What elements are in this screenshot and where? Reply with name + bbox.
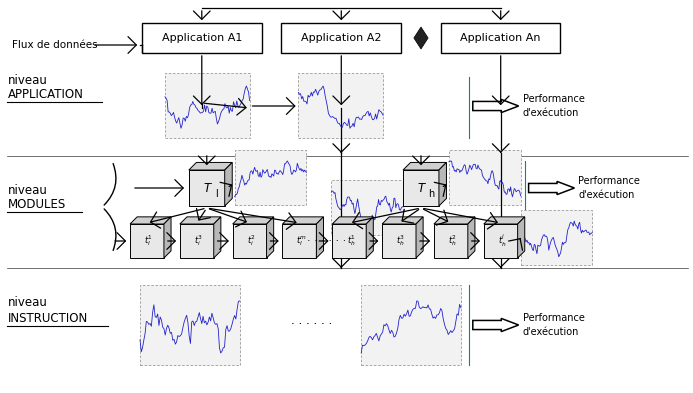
Polygon shape: [213, 217, 221, 258]
Text: Flux de données: Flux de données: [12, 40, 97, 50]
Polygon shape: [518, 217, 525, 258]
Polygon shape: [439, 162, 446, 206]
Text: MODULES: MODULES: [8, 198, 66, 211]
Bar: [140, 285, 240, 365]
Text: $t_h^3$: $t_h^3$: [396, 233, 405, 248]
Text: Performance: Performance: [579, 176, 640, 186]
Text: l: l: [216, 189, 218, 199]
Text: · · · · · ·: · · · · · ·: [291, 318, 332, 332]
Polygon shape: [366, 217, 374, 258]
Polygon shape: [130, 224, 164, 258]
Polygon shape: [434, 217, 475, 224]
Polygon shape: [403, 162, 446, 170]
Polygon shape: [188, 162, 232, 170]
Polygon shape: [130, 217, 171, 224]
Polygon shape: [484, 224, 518, 258]
Polygon shape: [403, 170, 439, 206]
Text: T: T: [203, 182, 211, 195]
Text: d'exécution: d'exécution: [579, 190, 635, 200]
Polygon shape: [416, 217, 423, 258]
Text: Application A2: Application A2: [301, 33, 382, 43]
Text: T: T: [417, 182, 425, 195]
Polygon shape: [267, 217, 274, 258]
Polygon shape: [484, 217, 525, 224]
Text: APPLICATION: APPLICATION: [8, 88, 83, 101]
Text: Performance: Performance: [523, 313, 584, 323]
Polygon shape: [188, 170, 225, 206]
Polygon shape: [529, 182, 574, 195]
Polygon shape: [225, 162, 232, 206]
Polygon shape: [180, 224, 213, 258]
Text: d'exécution: d'exécution: [523, 327, 579, 337]
Bar: [449, 150, 520, 205]
Bar: [165, 73, 249, 138]
Bar: [142, 23, 261, 53]
Bar: [299, 73, 383, 138]
Bar: [281, 23, 401, 53]
Text: $t_i^2$: $t_i^2$: [247, 233, 256, 248]
Polygon shape: [333, 224, 366, 258]
Text: Performance: Performance: [523, 94, 584, 104]
Text: h: h: [428, 189, 434, 199]
Bar: [235, 150, 306, 205]
Polygon shape: [414, 27, 428, 49]
Bar: [331, 180, 403, 235]
Text: INSTRUCTION: INSTRUCTION: [8, 312, 88, 325]
Text: niveau: niveau: [8, 75, 47, 88]
Text: $t_l^1$: $t_l^1$: [144, 233, 154, 248]
Polygon shape: [283, 217, 324, 224]
Text: $t_i^3$: $t_i^3$: [194, 233, 204, 248]
Text: Application An: Application An: [460, 33, 541, 43]
Text: niveau: niveau: [8, 184, 47, 198]
Polygon shape: [164, 217, 171, 258]
Polygon shape: [382, 217, 423, 224]
Polygon shape: [233, 217, 274, 224]
Text: $t_h^1$: $t_h^1$: [346, 233, 356, 248]
Text: d'exécution: d'exécution: [523, 108, 579, 118]
Polygon shape: [333, 217, 374, 224]
Text: $t_l^m$: $t_l^m$: [296, 234, 307, 248]
Polygon shape: [180, 217, 221, 224]
Polygon shape: [473, 99, 518, 113]
Text: $t_h^j$: $t_h^j$: [498, 233, 507, 249]
Bar: [361, 285, 461, 365]
Polygon shape: [473, 318, 518, 332]
Polygon shape: [382, 224, 416, 258]
Polygon shape: [233, 224, 267, 258]
Bar: [441, 23, 561, 53]
Text: $t_h^2$: $t_h^2$: [448, 233, 457, 248]
Bar: [520, 210, 593, 265]
Polygon shape: [468, 217, 475, 258]
Text: Application A1: Application A1: [161, 33, 242, 43]
Text: niveau: niveau: [8, 296, 47, 310]
Polygon shape: [317, 217, 324, 258]
Polygon shape: [283, 224, 317, 258]
Polygon shape: [434, 224, 468, 258]
Text: · · · · · ·: · · · · · ·: [307, 236, 346, 246]
